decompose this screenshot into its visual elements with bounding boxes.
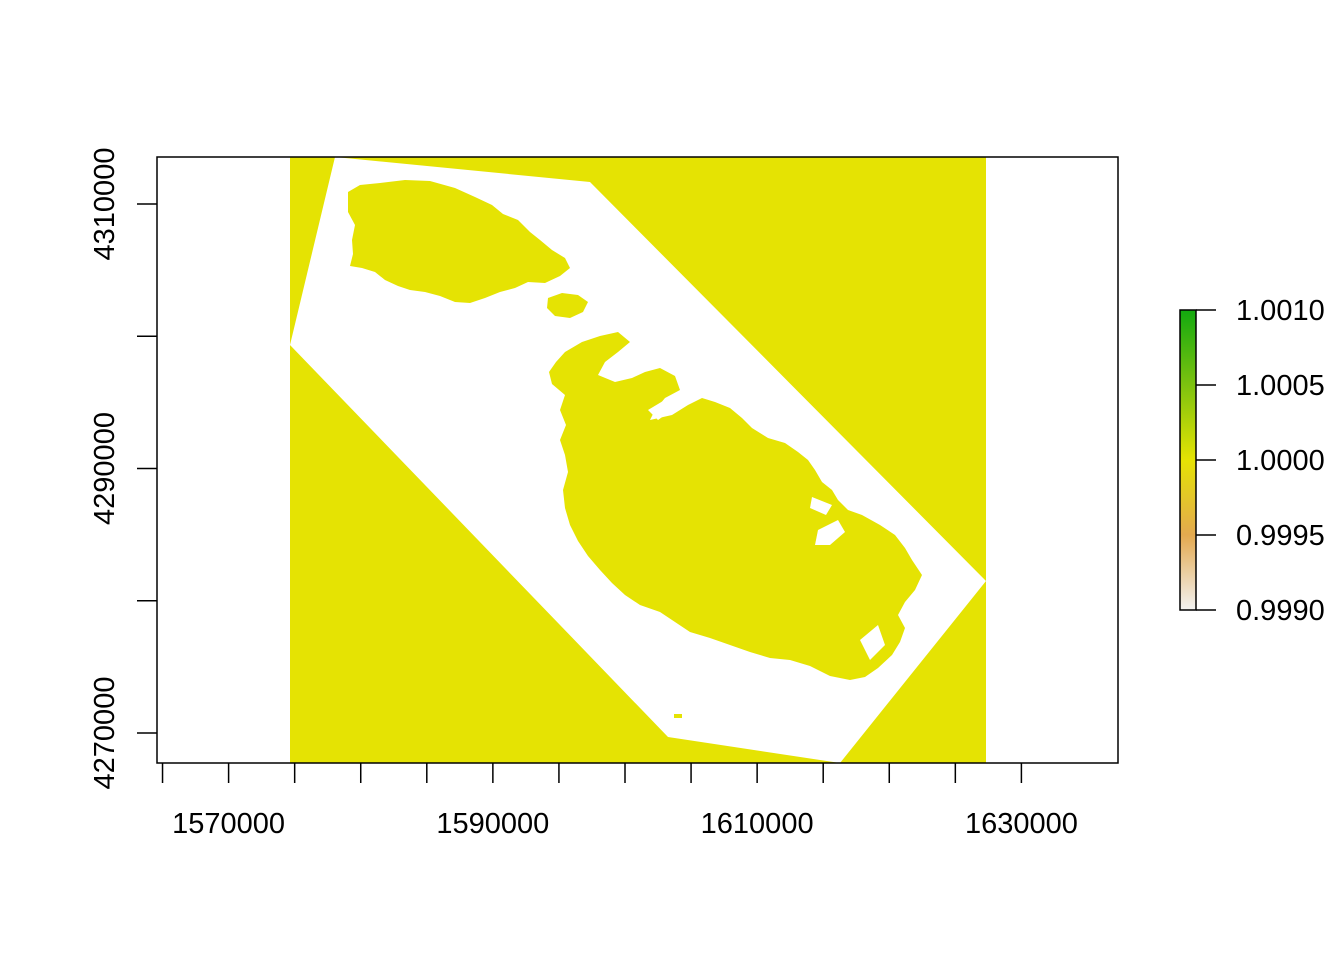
- island-malta: [549, 332, 922, 680]
- x-tick-label: 1570000: [172, 808, 285, 840]
- x-tick-label: 1610000: [701, 808, 814, 840]
- island-gozo: [348, 180, 570, 303]
- legend-tick-label: 1.0010: [1236, 295, 1325, 327]
- x-axis: 1570000 1590000 1610000 1630000: [161, 763, 1078, 840]
- inlet-2: [815, 520, 845, 545]
- inlet-3: [860, 625, 885, 660]
- raster-layer: [290, 157, 986, 763]
- legend-color-bar: [1179, 309, 1197, 611]
- legend: 1.0010 1.0005 1.0000 0.9995 0.9990: [1179, 295, 1325, 627]
- coastal-inlets: [648, 398, 885, 660]
- x-tick-label: 1630000: [965, 808, 1078, 840]
- plot-frame: [156, 156, 1119, 764]
- x-tick-label: 1590000: [436, 808, 549, 840]
- y-tick-label: 4270000: [89, 677, 121, 790]
- islet-speck: [674, 714, 682, 718]
- legend-tick-label: 0.9990: [1236, 595, 1325, 627]
- inlet-4: [648, 398, 675, 420]
- legend-ticks: 1.0010 1.0005 1.0000 0.9995 0.9990: [1196, 295, 1325, 627]
- legend-tick-label: 1.0005: [1236, 370, 1325, 402]
- legend-tick-label: 0.9995: [1236, 520, 1325, 552]
- y-tick-label: 4310000: [89, 148, 121, 261]
- inlet-1: [810, 497, 832, 515]
- island-comino: [547, 293, 588, 318]
- legend-tick-label: 1.0000: [1236, 445, 1325, 477]
- y-tick-label: 4290000: [89, 412, 121, 525]
- raster-outer-footprint: [290, 157, 986, 763]
- y-axis: 4270000 4290000 4310000: [89, 148, 157, 790]
